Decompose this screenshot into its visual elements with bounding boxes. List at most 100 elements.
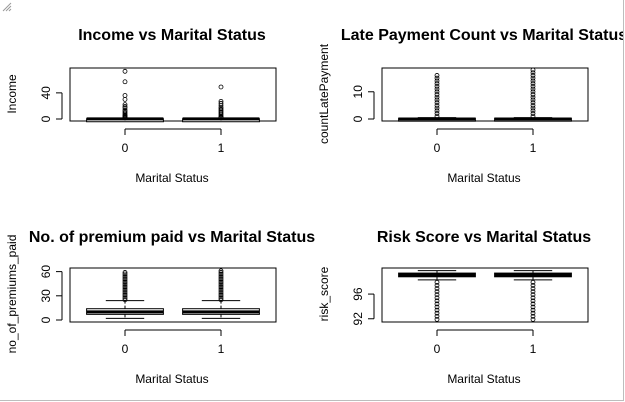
outlier-point (122, 270, 128, 275)
outlier-point (530, 83, 536, 89)
outlier-point (218, 281, 224, 287)
outlier-point (434, 289, 440, 295)
outlier-point (122, 107, 128, 113)
outlier-point (122, 102, 128, 108)
outlier-point (530, 310, 536, 316)
outlier-point (530, 279, 536, 285)
outlier-point (530, 307, 536, 313)
outlier-point (530, 111, 536, 116)
outlier-point (122, 104, 128, 109)
outlier-point (122, 292, 128, 298)
panel-income: Income vs Marital Status Marital Status … (5, 27, 277, 185)
outlier-point (434, 298, 440, 304)
outlier-point (218, 270, 224, 275)
outlier-point (434, 292, 440, 298)
outlier-point (122, 281, 128, 287)
outlier-point (218, 297, 224, 303)
box-group (86, 270, 164, 319)
outlier-point (530, 295, 536, 301)
outlier-point (530, 298, 536, 304)
outlier-point (122, 286, 128, 291)
outlier-point (218, 278, 224, 283)
outlier-point (530, 97, 536, 103)
y-tick-label: 60 (39, 265, 53, 279)
outlier-point (122, 295, 128, 301)
outlier-point (530, 89, 536, 95)
outlier-point (434, 81, 440, 87)
y-axis-label: risk_score (317, 266, 331, 321)
outlier-point (218, 286, 224, 291)
outlier-point (434, 102, 440, 108)
resize-grip-icon[interactable] (0, 0, 12, 12)
outlier-point (530, 313, 536, 319)
outlier-point (218, 292, 224, 298)
outlier-point (530, 100, 536, 106)
outlier-point (434, 83, 440, 89)
outlier-point (434, 94, 440, 100)
outlier-point (530, 283, 536, 288)
outlier-point (530, 102, 536, 108)
outlier-point (530, 67, 536, 73)
x-tick-label: 0 (122, 342, 129, 356)
axes: 0 10 0 1 (351, 85, 537, 155)
outlier-point (434, 310, 440, 316)
plot-frame (69, 267, 277, 323)
outlier-point (218, 273, 224, 279)
x-axis-label: Marital Status (447, 372, 520, 386)
outlier-point (434, 113, 440, 119)
outlier-point (218, 287, 224, 293)
boxes (398, 270, 572, 322)
outlier-point (122, 279, 128, 285)
outlier-point (122, 276, 128, 282)
boxes (86, 68, 260, 123)
outlier-point (434, 75, 440, 81)
outlier-point (434, 97, 440, 103)
x-tick-label: 0 (434, 141, 441, 155)
x-tick-label: 1 (218, 141, 225, 155)
y-tick-label: 0 (39, 115, 53, 122)
x-tick-label: 1 (218, 342, 225, 356)
outlier-point (218, 268, 224, 274)
outlier-point (218, 276, 224, 282)
y-tick-label: 96 (351, 287, 365, 301)
outlier-point (122, 68, 128, 74)
outlier-point (122, 289, 128, 295)
chart-title: Income vs Marital Status (78, 27, 266, 44)
outlier-point (122, 294, 128, 300)
outlier-point (530, 286, 536, 291)
panel-premiums-paid: No. of premium paid vs Marital Status Ma… (5, 229, 315, 386)
box-group (182, 268, 260, 319)
x-tick-label: 0 (122, 141, 129, 155)
box-group (86, 68, 164, 123)
outlier-point (218, 289, 224, 295)
outlier-point (434, 73, 440, 78)
outlier-point (434, 111, 440, 116)
y-tick-label: 30 (39, 289, 53, 303)
outlier-point (434, 279, 440, 285)
outlier-point (434, 78, 440, 84)
outlier-point (122, 290, 128, 296)
outlier-point (122, 297, 128, 303)
outlier-point (434, 301, 440, 307)
outlier-point (530, 70, 536, 76)
y-tick-label: 0 (39, 316, 53, 323)
outlier-point (530, 92, 536, 97)
outlier-point (530, 304, 536, 310)
y-tick-label: 40 (39, 86, 53, 100)
x-axis-label: Marital Status (447, 171, 520, 185)
outlier-point (434, 105, 440, 111)
outlier-point (122, 274, 128, 280)
outlier-point (530, 78, 536, 84)
outlier-point (530, 81, 536, 87)
outlier-point (530, 108, 536, 114)
x-tick-label: 0 (434, 342, 441, 356)
chart-title: Risk Score vs Marital Status (377, 229, 591, 246)
outlier-point (434, 89, 440, 95)
outlier-point (530, 86, 536, 92)
outlier-point (530, 301, 536, 307)
outlier-point (434, 108, 440, 114)
outlier-point (530, 94, 536, 100)
outlier-point (218, 84, 224, 90)
outlier-point (434, 283, 440, 288)
panel-late-payment: Late Payment Count vs Marital Status Mar… (317, 27, 623, 185)
